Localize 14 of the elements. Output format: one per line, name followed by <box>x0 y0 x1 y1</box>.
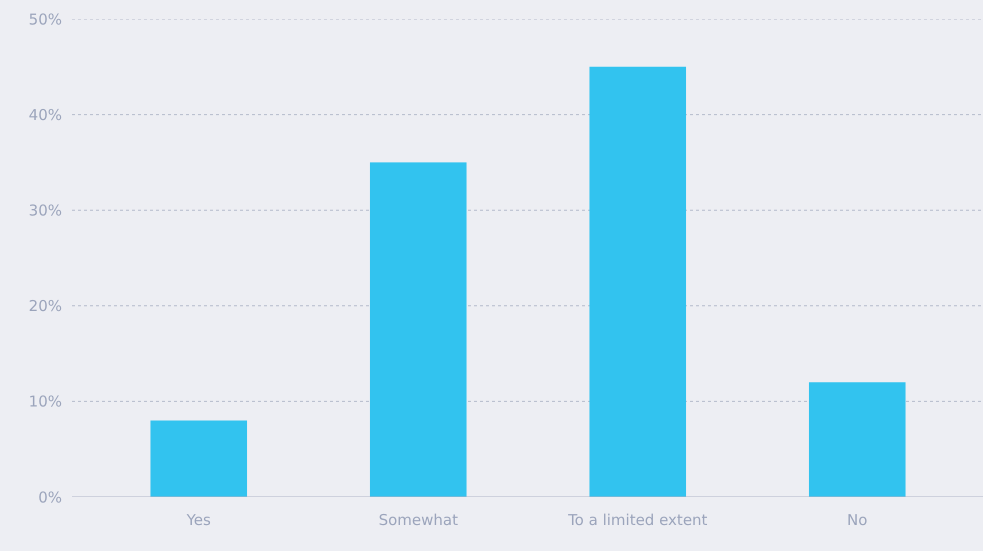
y-tick-label: 50% <box>28 10 62 28</box>
y-tick-label: 20% <box>28 297 62 316</box>
bar <box>589 66 686 497</box>
y-tick-label: 30% <box>28 201 62 220</box>
y-tick-label: 10% <box>28 392 62 411</box>
y-tick-label: 0% <box>38 488 62 506</box>
y-tick-label: 40% <box>28 106 62 124</box>
x-tick-label: No <box>847 511 868 529</box>
bar <box>370 162 467 497</box>
bar <box>150 420 248 497</box>
x-tick-label: To a limited extent <box>567 511 708 529</box>
bar <box>808 382 906 497</box>
x-tick-label: Yes <box>186 511 212 529</box>
x-tick-label: Somewhat <box>378 511 458 529</box>
